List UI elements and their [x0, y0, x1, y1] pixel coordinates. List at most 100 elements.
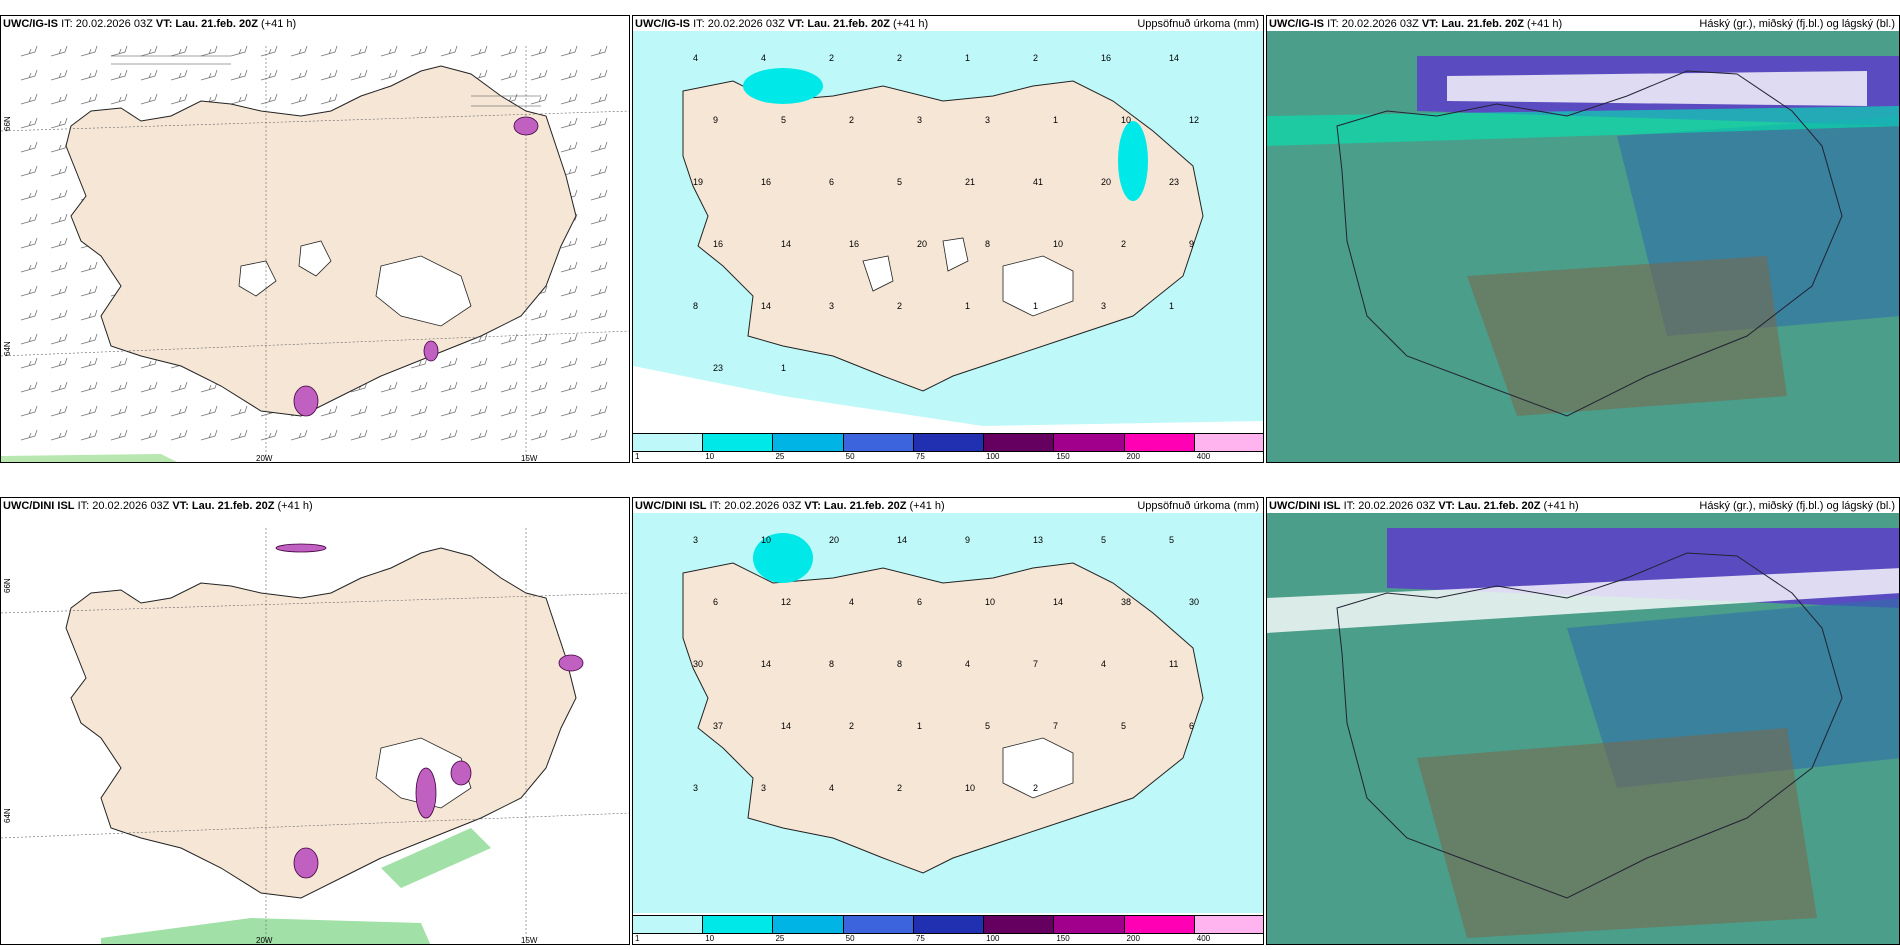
precip-value: 4: [829, 783, 834, 793]
wind-barb: [200, 405, 218, 417]
colorbar-segment: [984, 434, 1055, 451]
precip-value: 12: [1189, 115, 1199, 125]
wind-barb: [20, 237, 38, 249]
wind-barb: [80, 429, 98, 441]
precip-value: 14: [761, 659, 771, 669]
wind-barb: [560, 429, 578, 441]
wind-barb: [470, 429, 488, 441]
colorbar-label: 1: [635, 934, 640, 943]
panel-title-right: Uppsöfnuð úrkoma (mm): [1137, 500, 1259, 512]
wind-barb: [260, 45, 278, 57]
wind-barb: [320, 69, 338, 81]
wind-barb: [590, 429, 608, 441]
colorbar-segment: [1124, 434, 1195, 451]
precip-value: 3: [829, 301, 834, 311]
wind-barb: [380, 429, 398, 441]
wind-barb: [530, 69, 548, 81]
precip-value: 37: [713, 721, 723, 731]
precip-value: 20: [917, 239, 927, 249]
wind-barb: [590, 45, 608, 57]
precip-value: 1: [1053, 115, 1058, 125]
wind-barb: [50, 237, 68, 249]
map-panel-wind-bottom: UWC/DINI ISL IT: 20.02.2026 03Z VT: Lau.…: [0, 497, 630, 945]
glacier-2: [298, 240, 332, 277]
colorbar-label: 100: [986, 934, 1000, 943]
precip-value: 1: [965, 53, 970, 63]
wind-barb: [440, 405, 458, 417]
precip-value: 3: [1101, 301, 1106, 311]
colorbar-label: 10: [705, 934, 715, 943]
precip-value: 1: [917, 721, 922, 731]
precip-value: 10: [985, 597, 995, 607]
precip-value: 13: [1033, 535, 1043, 545]
colorbar-label: 50: [845, 934, 855, 943]
precip-colorbar: [633, 433, 1263, 452]
precip-value: 2: [897, 301, 902, 311]
precip-value: 2: [1121, 239, 1126, 249]
precip-value: 8: [985, 239, 990, 249]
wind-barb: [350, 429, 368, 441]
precip-value: 8: [829, 659, 834, 669]
wind-barb: [590, 381, 608, 393]
wind-barb: [590, 285, 608, 297]
precip-value: 10: [1053, 239, 1063, 249]
precip-value: 14: [781, 721, 791, 731]
wind-barb: [50, 165, 68, 177]
wind-barb: [590, 69, 608, 81]
wind-barb: [530, 333, 548, 345]
wind-barb: [560, 117, 578, 129]
wind-barb: [230, 405, 248, 417]
precip-value: 14: [897, 535, 907, 545]
precip-colorbar-labels: 1 10 25 50 75 100 150 200 400: [633, 934, 1263, 944]
precip-colorbar-labels: 1 10 25 50 75 100 150 200 400: [633, 452, 1263, 462]
precip-value: 6: [1189, 721, 1194, 731]
wind-barb: [50, 213, 68, 225]
wind-barb: [80, 309, 98, 321]
precip-value: 10: [761, 535, 771, 545]
wind-barb: [20, 429, 38, 441]
precip-value: 41: [1033, 177, 1043, 187]
colorbar-label: 200: [1126, 452, 1140, 461]
wind-barb: [110, 405, 128, 417]
wind-barb: [530, 381, 548, 393]
wind-barb: [290, 429, 308, 441]
wind-barb: [500, 69, 518, 81]
precip-value: 2: [849, 115, 854, 125]
green-shading: [1, 454, 177, 462]
wind-barb: [230, 93, 248, 105]
wind-barb: [80, 45, 98, 57]
wind-barb: [410, 45, 428, 57]
precip-spots: [293, 116, 539, 417]
colorbar-label: 200: [1126, 934, 1140, 943]
colorbar-segment: [773, 434, 844, 451]
wind-barb: [590, 237, 608, 249]
wind-barb: [20, 381, 38, 393]
wind-barb: [110, 93, 128, 105]
precip-value: 20: [829, 535, 839, 545]
precip-value: 30: [1189, 597, 1199, 607]
precip-value: 1: [1033, 301, 1038, 311]
sea-ice-hatch: [111, 55, 541, 107]
wind-barb: [140, 381, 158, 393]
wind-barb: [470, 405, 488, 417]
wind-barb: [560, 93, 578, 105]
wind-barb: [110, 381, 128, 393]
colorbar-segment: [703, 916, 774, 933]
wind-barb: [590, 93, 608, 105]
wind-barb: [590, 213, 608, 225]
precip-value: 5: [897, 177, 902, 187]
lat-label-64: 64N: [3, 808, 12, 823]
wind-barb: [440, 45, 458, 57]
wind-barb: [260, 69, 278, 81]
precip-value: 2: [849, 721, 854, 731]
panel-title-right: Háský (gr.), miðský (fj.bl.) og lágský (…: [1699, 500, 1895, 512]
wind-barb: [410, 429, 428, 441]
precip-value: 1: [781, 363, 786, 373]
lon-label-15w: 15W: [521, 936, 538, 945]
wind-barb: [230, 429, 248, 441]
wind-barb: [290, 93, 308, 105]
panel-title-right: Uppsöfnuð úrkoma (mm): [1137, 18, 1259, 30]
wind-barb: [50, 69, 68, 81]
